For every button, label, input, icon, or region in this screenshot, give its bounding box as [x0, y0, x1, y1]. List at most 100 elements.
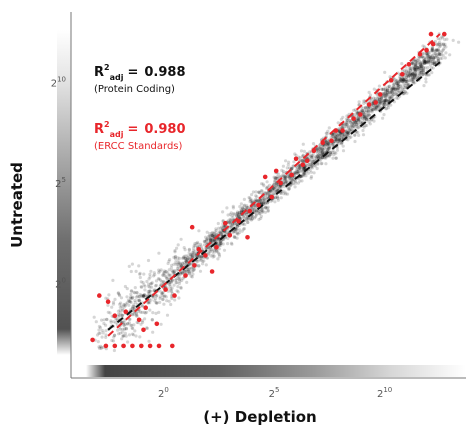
protein-coding-point	[148, 301, 152, 305]
protein-coding-point	[251, 206, 255, 210]
protein-coding-point	[189, 266, 193, 270]
protein-coding-point	[190, 269, 194, 274]
protein-coding-point	[203, 240, 207, 244]
protein-coding-point	[311, 159, 315, 163]
protein-coding-point	[404, 78, 408, 82]
protein-coding-point	[433, 49, 438, 53]
protein-coding-point	[134, 314, 138, 318]
protein-coding-point	[325, 146, 329, 150]
protein-coding-point	[263, 210, 267, 214]
protein-coding-point	[374, 107, 378, 111]
protein-coding-point	[131, 306, 135, 310]
protein-coding-point	[338, 134, 342, 138]
protein-coding-point	[137, 299, 141, 303]
protein-coding-point	[205, 230, 209, 234]
protein-coding-point	[378, 101, 383, 105]
protein-coding-point	[414, 64, 418, 68]
protein-coding-point	[381, 102, 385, 106]
protein-coding-point	[187, 247, 191, 251]
protein-coding-point	[371, 108, 375, 112]
protein-coding-point	[275, 175, 279, 179]
protein-coding-point	[380, 87, 384, 91]
protein-coding-point	[149, 282, 153, 286]
protein-coding-point	[285, 166, 289, 170]
protein-coding-point	[212, 239, 216, 243]
protein-coding-point	[181, 271, 185, 275]
protein-coding-point	[423, 60, 427, 64]
protein-coding-point	[327, 146, 332, 150]
protein-coding-point	[437, 51, 441, 56]
protein-coding-point	[385, 99, 389, 103]
protein-coding-point	[337, 137, 341, 141]
protein-coding-point	[261, 182, 265, 186]
protein-coding-point	[202, 259, 206, 263]
protein-coding-point	[336, 140, 340, 144]
x-tick-label: 210	[377, 386, 392, 400]
protein-coding-point	[420, 70, 424, 74]
protein-coding-point	[287, 187, 291, 191]
protein-coding-point	[276, 177, 280, 181]
protein-coding-point	[317, 153, 321, 157]
protein-coding-point	[147, 284, 151, 288]
protein-coding-point	[437, 51, 441, 56]
protein-coding-point	[395, 82, 399, 86]
protein-coding-point	[325, 148, 329, 152]
protein-coding-point	[150, 281, 154, 285]
protein-coding-point	[314, 154, 318, 158]
protein-coding-point	[179, 263, 183, 267]
protein-coding-point	[212, 232, 216, 236]
protein-coding-point	[137, 294, 141, 299]
protein-coding-point	[179, 264, 184, 268]
protein-coding-point	[233, 235, 237, 240]
protein-coding-point	[287, 160, 291, 164]
protein-coding-point	[218, 241, 222, 246]
protein-coding-point	[107, 293, 111, 297]
protein-coding-point	[162, 269, 166, 273]
protein-coding-point	[413, 72, 417, 76]
protein-coding-point	[444, 45, 448, 49]
protein-coding-point	[349, 135, 353, 139]
protein-coding-point	[319, 146, 323, 150]
protein-coding-point	[237, 212, 242, 216]
protein-coding-point	[97, 331, 101, 335]
protein-coding-point	[438, 37, 442, 41]
protein-coding-point	[149, 269, 153, 273]
protein-coding-point	[189, 255, 193, 259]
protein-coding-point	[176, 259, 180, 263]
protein-coding-point	[337, 129, 341, 133]
protein-coding-point	[187, 248, 191, 252]
protein-coding-point	[342, 132, 346, 136]
protein-coding-point	[387, 84, 392, 88]
ercc-point	[163, 287, 168, 292]
protein-coding-point	[226, 219, 230, 223]
protein-coding-point	[287, 187, 291, 192]
protein-coding-point	[382, 98, 386, 103]
protein-coding-point	[412, 64, 416, 68]
protein-coding-point	[149, 298, 153, 302]
protein-coding-point	[339, 125, 344, 130]
protein-coding-point	[254, 208, 258, 212]
protein-coding-point	[355, 118, 359, 123]
protein-coding-point	[309, 170, 313, 174]
ercc-point	[247, 208, 252, 214]
protein-coding-point	[281, 175, 285, 179]
protein-coding-point	[363, 116, 367, 120]
protein-coding-point	[198, 242, 203, 246]
protein-coding-point	[279, 196, 283, 200]
protein-coding-point	[232, 229, 236, 233]
protein-coding-point	[92, 315, 96, 319]
protein-coding-point	[235, 210, 240, 214]
protein-coding-point	[353, 125, 357, 129]
protein-coding-point	[345, 121, 349, 125]
protein-coding-point	[438, 52, 442, 57]
protein-coding-point	[381, 116, 385, 120]
protein-coding-point	[325, 131, 329, 136]
protein-coding-point	[364, 105, 368, 110]
protein-coding-point	[128, 296, 133, 300]
protein-coding-point	[282, 185, 286, 189]
protein-coding-point	[310, 166, 314, 170]
protein-coding-point	[369, 107, 373, 111]
protein-coding-point	[284, 180, 288, 184]
protein-coding-point	[407, 73, 411, 77]
protein-coding-point	[218, 230, 222, 234]
